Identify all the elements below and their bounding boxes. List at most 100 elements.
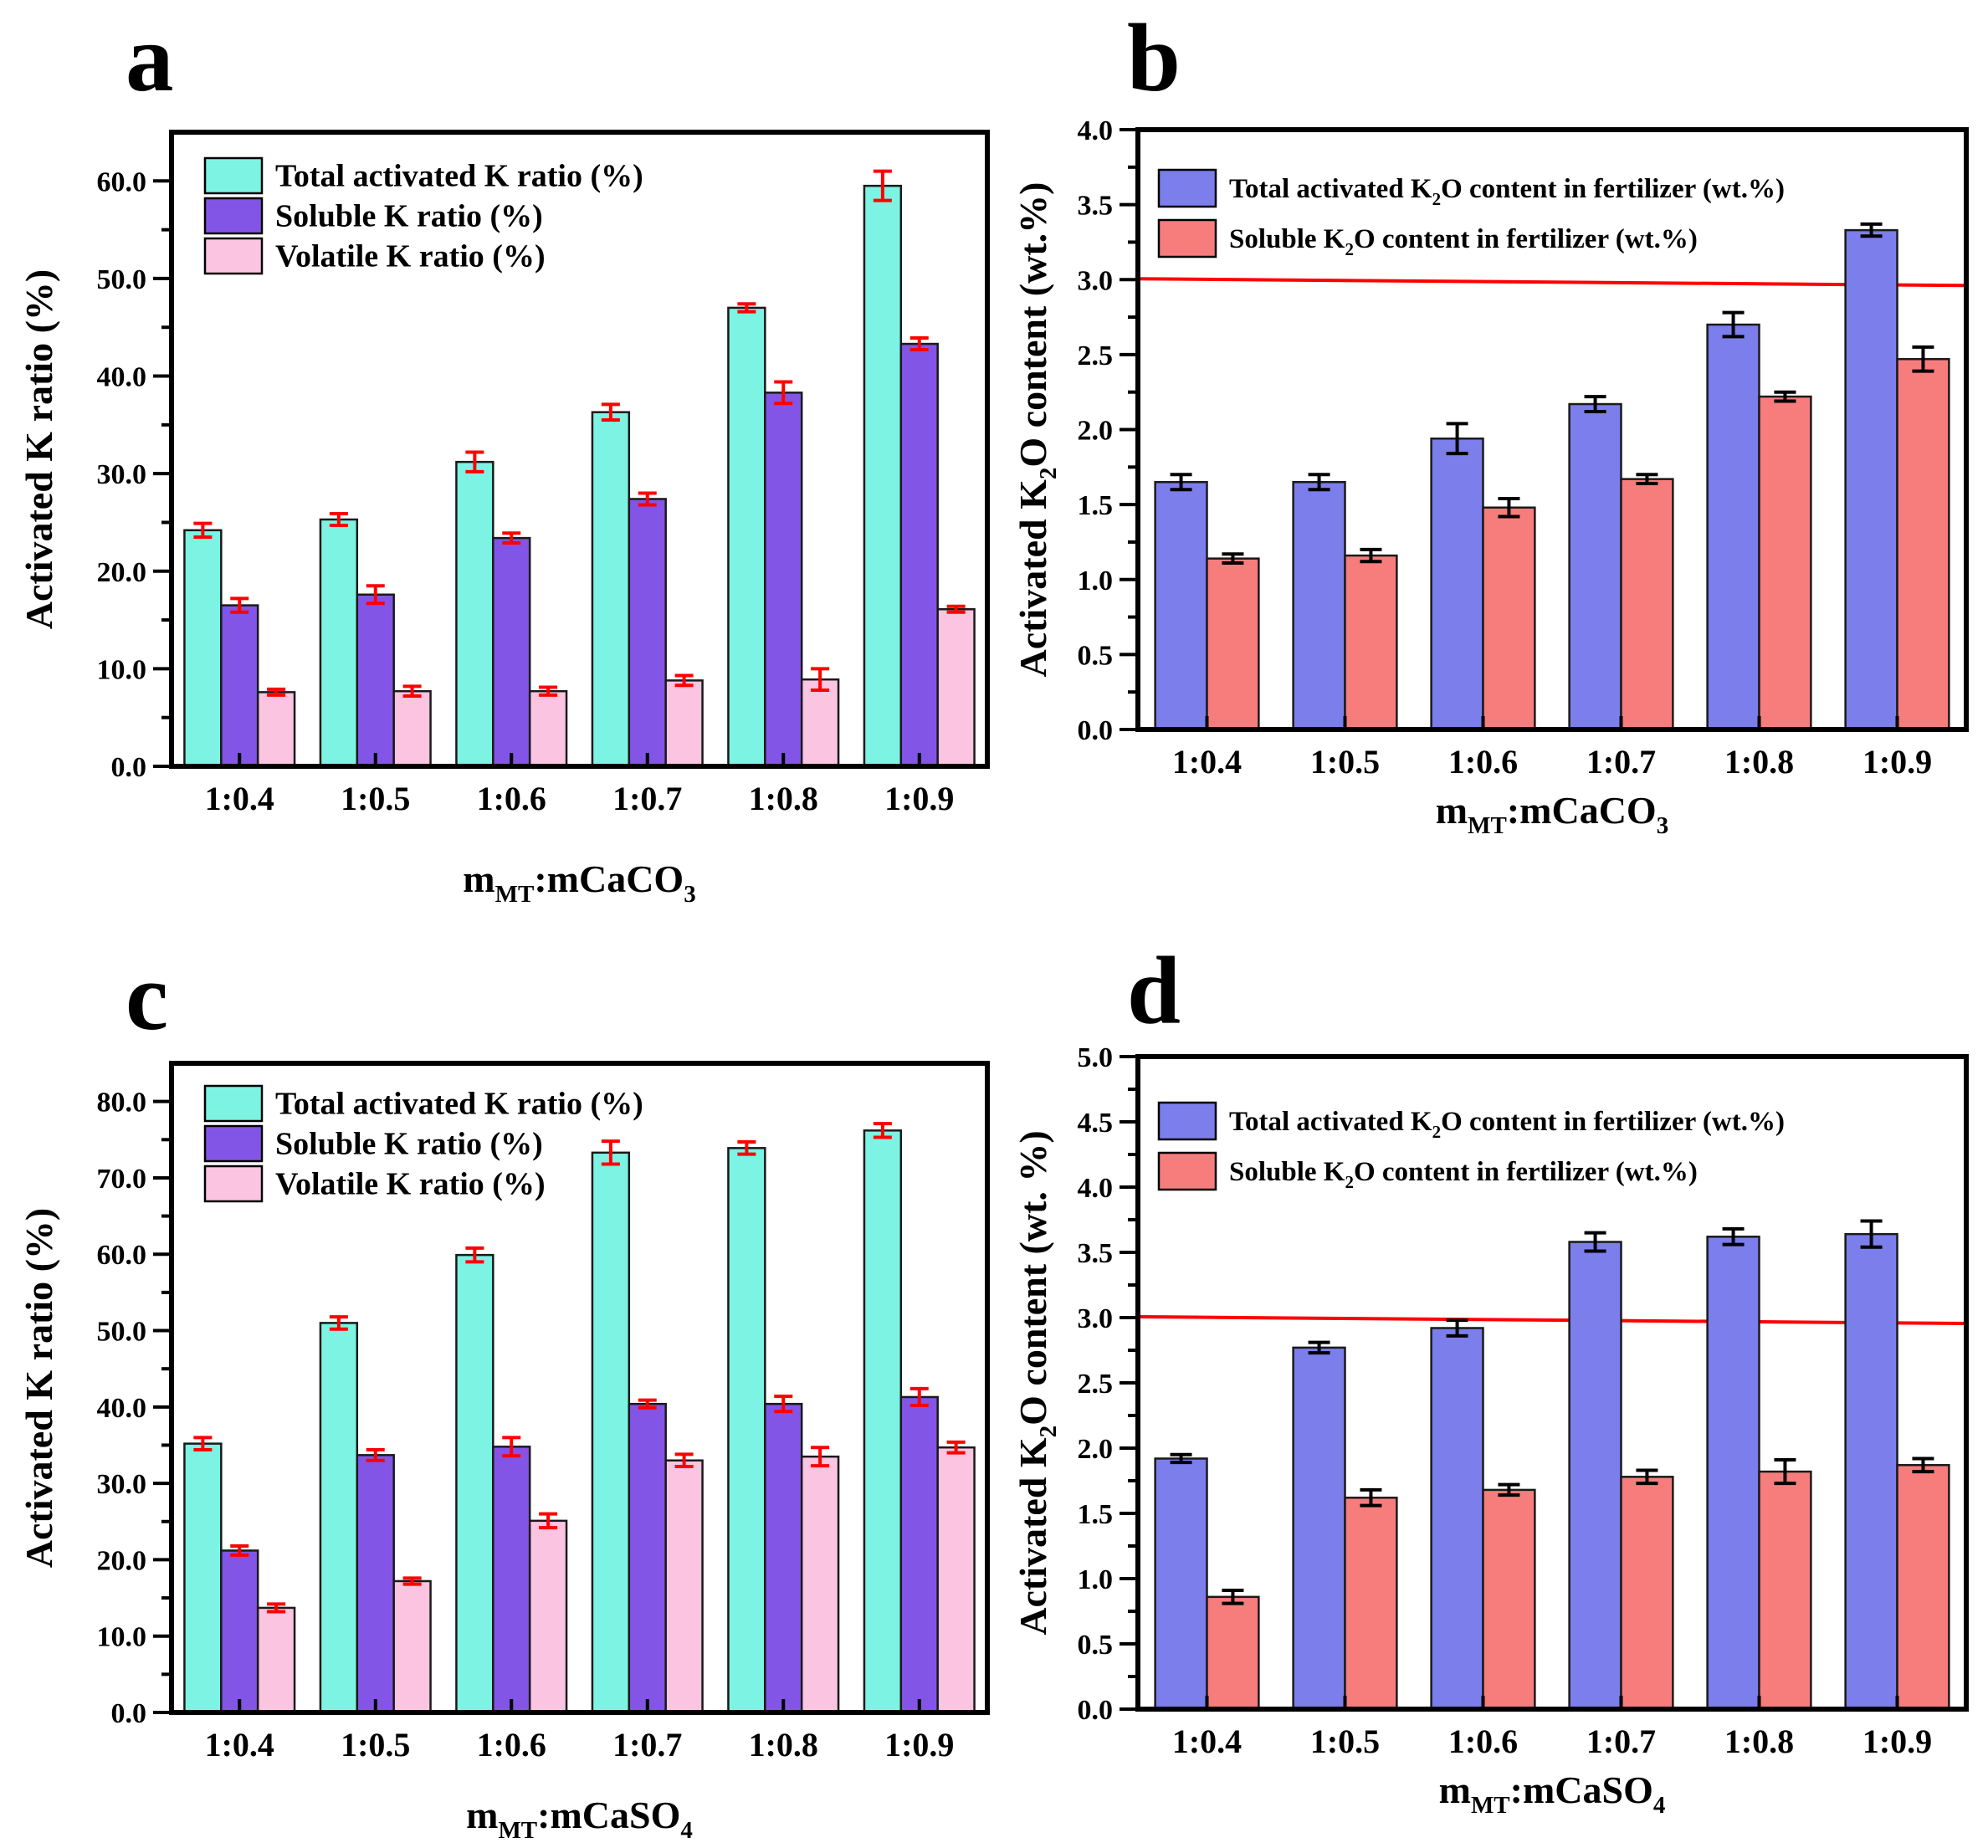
bar-a-s2-1:0.4	[256, 691, 296, 768]
error-bar	[1584, 1231, 1606, 1253]
bar-d-s1-1:0.7	[1620, 1476, 1674, 1711]
bar-a-s1-1:0.5	[356, 593, 395, 768]
y-tick-label: 2.5	[1078, 1369, 1114, 1400]
error-bar	[638, 491, 657, 507]
error-bar	[329, 511, 348, 527]
legend-swatch-salmon	[1157, 218, 1217, 259]
bar-a-s0-1:0.8	[727, 306, 766, 768]
bar-b-s0-1:0.9	[1844, 228, 1898, 731]
bar-a-s1-1:0.8	[764, 392, 803, 768]
x-category-label: 1:0.5	[1310, 1723, 1380, 1760]
legend-label: Soluble K2O content in fertilizer (wt.%)	[1229, 224, 1698, 259]
error-bar	[1774, 390, 1796, 403]
legend-label: Volatile K ratio (%)	[275, 239, 546, 274]
y-tick-label: 3.5	[1078, 191, 1114, 222]
error-bar	[267, 1602, 286, 1614]
panel-b-chart: 0.0 0.5 1.0 1.5 2.0 2.5 3.0 3.5 4.0 1:0.4 1:0.5 1:0…	[1012, 5, 1969, 839]
plot-frame	[1135, 127, 1969, 732]
error-bar	[909, 336, 929, 352]
error-bar	[674, 673, 694, 688]
bar-d-s1-1:0.8	[1758, 1470, 1812, 1711]
error-bar	[1584, 395, 1606, 413]
bar-b-s0-1:0.8	[1706, 323, 1760, 731]
bar-a-s1-1:0.7	[628, 498, 667, 768]
y-axis-ticks	[153, 179, 172, 768]
error-bar	[402, 684, 422, 699]
x-category-label: 1:0.9	[1862, 743, 1932, 781]
x-category-label: 1:0.5	[341, 1726, 410, 1764]
error-bar	[1860, 1219, 1883, 1249]
error-bar	[366, 584, 385, 606]
x-category-label: 1:0.6	[477, 1726, 546, 1764]
legend-swatch-purple	[203, 1124, 264, 1163]
bar-b-s1-1:0.9	[1896, 358, 1950, 731]
y-tick-label: 1.0	[1078, 1564, 1114, 1595]
x-category-label: 1:0.4	[1172, 743, 1242, 781]
y-tick-label: 60.0	[97, 166, 147, 197]
bar-c-s0-1:0.7	[591, 1151, 631, 1714]
error-bar	[1722, 310, 1745, 339]
error-bar	[674, 1452, 694, 1469]
y-tick-label: 0.5	[1078, 640, 1114, 671]
y-tick-label: 80.0	[97, 1088, 147, 1119]
bar-d-s0-1:0.4	[1154, 1457, 1208, 1711]
error-bar	[909, 1386, 929, 1407]
legend-label: Total activated K ratio (%)	[275, 1087, 643, 1122]
legend-swatch-cyan	[203, 1084, 264, 1123]
error-bar	[1170, 473, 1192, 492]
y-tick-label: 10.0	[97, 654, 147, 685]
x-category-label: 1:0.8	[749, 780, 818, 817]
reference-line-3pct	[1137, 277, 1967, 288]
bar-a-s2-1:0.6	[528, 689, 568, 768]
bar-c-s1-1:0.9	[899, 1395, 939, 1714]
y-axis-ticks	[1120, 1055, 1138, 1711]
error-bar	[946, 604, 966, 614]
legend-swatch-pink	[203, 237, 264, 275]
panel-d-chart: 0.0 0.5 1.0 1.5 2.0 2.5 3.0 3.5 4.0 4.5 5.0 1:0.4 1:…	[1012, 938, 1969, 1819]
x-category-label: 1:0.7	[1586, 1723, 1656, 1760]
legend-swatch-blue	[1157, 168, 1217, 208]
x-category-label: 1:0.7	[612, 1726, 682, 1764]
y-tick-label: 1.5	[1078, 1499, 1114, 1530]
bar-a-s1-1:0.4	[220, 604, 259, 768]
legend-swatch-salmon	[1157, 1151, 1217, 1191]
bar-a-s0-1:0.6	[455, 460, 494, 768]
error-bar	[465, 450, 484, 474]
error-bar	[1222, 552, 1244, 566]
y-tick-label: 20.0	[97, 1545, 147, 1576]
error-bar	[946, 1440, 966, 1455]
bar-b-s0-1:0.4	[1154, 480, 1208, 731]
y-tick-label: 4.5	[1078, 1108, 1114, 1139]
x-category-label: 1:0.5	[1310, 743, 1380, 781]
error-bar	[774, 1395, 793, 1414]
x-category-label: 1:0.9	[884, 1726, 954, 1764]
panel-letter-c: c	[126, 944, 168, 1050]
error-bar	[737, 302, 756, 314]
bar-a-s2-1:0.5	[392, 689, 432, 768]
plot-frame	[1135, 1054, 1969, 1712]
error-bar	[1170, 1452, 1192, 1465]
x-category-label: 1:0.6	[477, 780, 546, 817]
x-axis-title: mMT:mCaSO4	[466, 1794, 693, 1844]
bar-a-s1-1:0.9	[899, 342, 939, 768]
y-tick-label: 2.5	[1078, 340, 1114, 371]
error-bar	[230, 596, 249, 614]
bar-a-s2-1:0.8	[800, 678, 840, 768]
x-axis-title: mMT:mCaCO3	[1436, 789, 1668, 839]
bar-c-s1-1:0.4	[220, 1549, 259, 1714]
error-bar	[811, 667, 830, 693]
legend-swatch-pink	[203, 1165, 264, 1203]
x-category-label: 1:0.9	[1862, 1723, 1932, 1760]
y-axis-title: Activated K2O content (wt. %)	[1012, 1130, 1062, 1635]
y-axis-ticks	[1120, 128, 1138, 731]
bar-c-s1-1:0.8	[764, 1402, 803, 1714]
x-axis-title: mMT:mCaCO3	[463, 857, 695, 908]
error-bar	[811, 1446, 830, 1468]
x-category-label: 1:0.4	[205, 780, 274, 817]
bar-c-s0-1:0.8	[727, 1147, 766, 1714]
bar-c-s2-1:0.8	[800, 1455, 840, 1714]
bar-d-s1-1:0.4	[1206, 1595, 1260, 1711]
error-bar	[1860, 222, 1883, 238]
bar-d-s0-1:0.7	[1568, 1241, 1622, 1711]
